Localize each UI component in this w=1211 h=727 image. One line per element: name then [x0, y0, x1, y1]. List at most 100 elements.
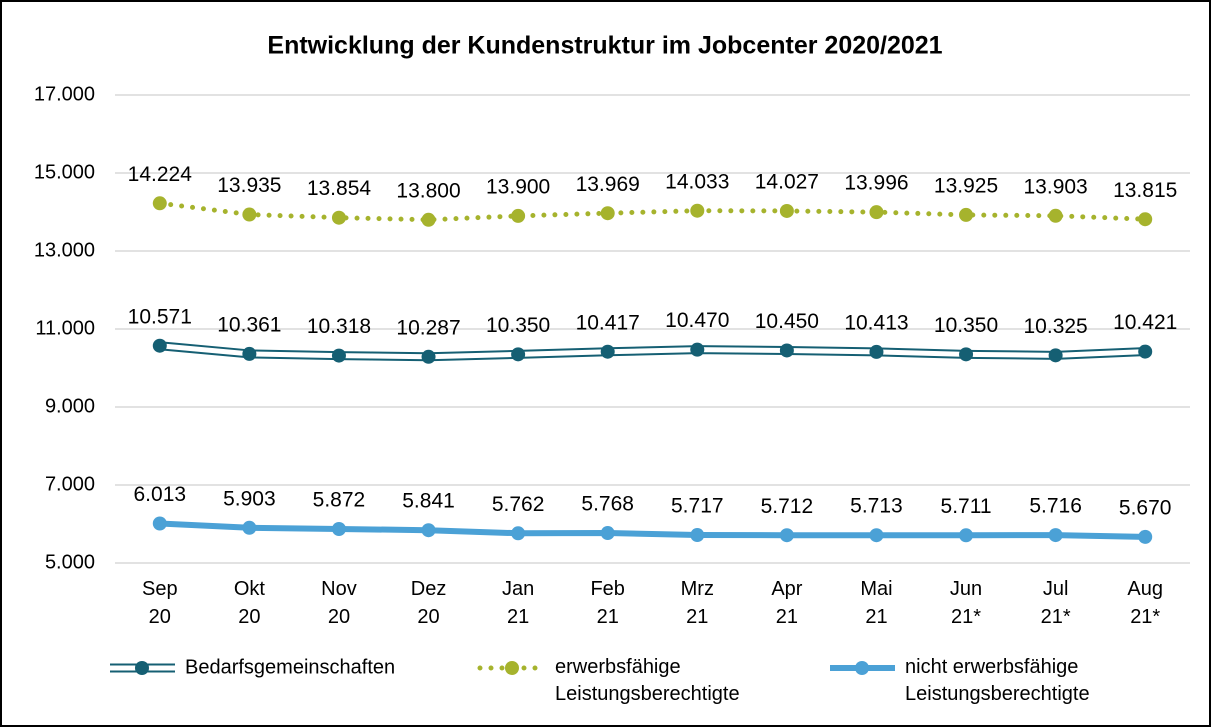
series-marker [242, 207, 257, 222]
series-marker [242, 346, 257, 361]
data-label: 5.841 [402, 490, 455, 513]
series-marker [1138, 212, 1153, 227]
data-label: 10.571 [128, 305, 192, 328]
y-tick-label: 17.000 [34, 83, 95, 105]
data-label: 5.711 [941, 495, 992, 518]
series-marker [959, 347, 974, 362]
series-marker [869, 528, 884, 543]
data-label: 13.815 [1113, 179, 1177, 202]
series-marker [242, 520, 257, 535]
series-marker [421, 523, 436, 538]
series-marker [421, 212, 436, 227]
series-marker [1048, 348, 1063, 363]
data-label: 10.421 [1113, 311, 1177, 334]
x-tick-label: Jul 21* [1041, 578, 1071, 628]
data-label: 10.350 [486, 314, 550, 337]
series-marker [1138, 529, 1153, 544]
data-label: 10.450 [755, 310, 819, 333]
data-label: 13.996 [844, 172, 908, 195]
data-label: 5.903 [223, 487, 276, 510]
series-marker [690, 203, 705, 218]
series-line-inner [159, 343, 1146, 360]
legend-label: nicht erwerbsfähige Leistungsberechtigte [905, 656, 1090, 705]
series-marker [600, 206, 615, 221]
series-marker [1048, 528, 1063, 543]
series-marker [511, 208, 526, 223]
x-tick-label: Aug 21* [1127, 578, 1163, 628]
series-line [157, 200, 1148, 223]
data-label: 5.762 [492, 493, 545, 516]
data-label: 10.417 [576, 311, 640, 334]
data-label: 10.287 [396, 316, 460, 339]
x-tick-label: Apr 21 [771, 578, 802, 628]
series-marker [959, 528, 974, 543]
series-marker [152, 338, 167, 353]
data-label: 10.350 [934, 314, 998, 337]
data-label: 14.033 [665, 170, 729, 193]
data-label: 10.318 [307, 315, 371, 338]
data-label: 13.900 [486, 175, 550, 198]
data-label: 5.670 [1119, 496, 1172, 519]
data-label: 5.712 [761, 495, 814, 518]
x-tick-label: Jan 21 [502, 578, 534, 628]
series-marker [779, 343, 794, 358]
series-marker [421, 349, 436, 364]
data-label: 13.800 [396, 179, 460, 202]
x-tick-label: Mrz 21 [681, 578, 714, 628]
series-marker [152, 196, 167, 211]
data-label: 10.361 [217, 313, 281, 336]
x-tick-label: Feb 21 [590, 578, 624, 628]
series-marker [779, 528, 794, 543]
data-label: 13.969 [576, 173, 640, 196]
legend-label: Bedarfsgemeinschaften [185, 656, 395, 678]
series-line [159, 520, 1146, 540]
series-marker [690, 342, 705, 357]
series-marker [779, 203, 794, 218]
legend-marker [855, 661, 869, 675]
data-label: 10.325 [1024, 315, 1088, 338]
data-label: 14.027 [755, 170, 819, 193]
data-label: 13.935 [217, 174, 281, 197]
data-label: 5.717 [671, 495, 724, 518]
series-marker [331, 210, 346, 225]
y-tick-label: 11.000 [35, 317, 95, 339]
x-tick-label: Nov 20 [321, 578, 357, 628]
x-tick-label: Dez 20 [411, 578, 447, 628]
series-marker [959, 207, 974, 222]
series-marker [331, 348, 346, 363]
legend-marker [505, 661, 519, 675]
data-label: 6.013 [134, 483, 187, 506]
data-label: 5.872 [313, 489, 366, 512]
data-label: 13.854 [307, 177, 372, 200]
series-marker [511, 347, 526, 362]
x-tick-label: Mai 21 [860, 578, 892, 628]
data-label: 13.925 [934, 174, 998, 197]
chart-title: Entwicklung der Kundenstruktur im Jobcen… [267, 32, 942, 60]
legend-marker [135, 661, 149, 675]
y-tick-label: 13.000 [34, 239, 95, 261]
series-marker [600, 526, 615, 541]
data-label: 5.713 [850, 495, 903, 518]
data-label: 10.413 [844, 311, 908, 334]
series-marker [600, 344, 615, 359]
series-marker [152, 516, 167, 531]
data-label: 10.470 [665, 309, 729, 332]
series-marker [869, 205, 884, 220]
x-tick-label: Okt 20 [234, 578, 266, 628]
series-marker [331, 521, 346, 536]
series-marker [690, 528, 705, 543]
x-tick-label: Sep 20 [142, 578, 178, 628]
y-tick-label: 7.000 [45, 473, 95, 495]
data-label: 5.768 [581, 493, 634, 516]
legend-label: erwerbsfähige Leistungsberechtigte [555, 656, 740, 705]
series-marker [869, 344, 884, 359]
series-marker [1138, 344, 1153, 359]
series-marker [511, 526, 526, 541]
data-label: 13.903 [1024, 175, 1088, 198]
data-label: 5.716 [1029, 495, 1082, 518]
y-tick-label: 9.000 [45, 395, 95, 417]
y-tick-label: 5.000 [45, 551, 95, 573]
x-tick-label: Jun 21* [950, 578, 982, 628]
